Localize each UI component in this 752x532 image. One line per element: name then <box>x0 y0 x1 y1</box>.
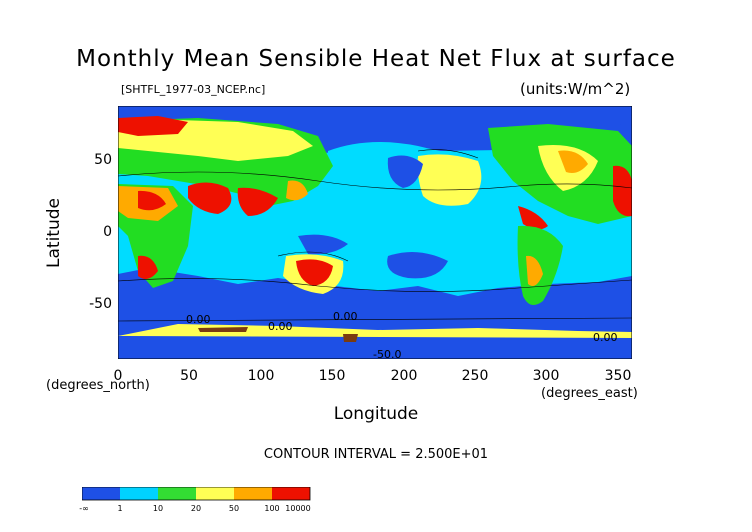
contour-label-1: 0.00 <box>186 313 211 326</box>
x-tick-350: 350 <box>604 368 632 384</box>
y-tick-minus50: -50 <box>89 296 112 312</box>
x-tick-100: 100 <box>247 368 275 384</box>
sub-pacific-patch <box>387 252 448 279</box>
southern-ocean <box>118 268 632 328</box>
colorbar-label-min: -∞ <box>79 504 89 513</box>
north-pacific-yellow <box>417 154 482 206</box>
colorbar-label-100: 100 <box>264 504 280 513</box>
colorbar-label-max: 10000 <box>285 504 311 513</box>
chart-title: Monthly Mean Sensible Heat Net Flux at s… <box>76 46 676 72</box>
contour-label-4: 0.00 <box>593 331 618 344</box>
dataset-filename: [SHTFL_1977-03_NCEP.nc] <box>121 83 266 96</box>
colorbar-label-20: 20 <box>190 504 202 513</box>
contour-label-5: -50.0 <box>373 348 401 359</box>
australia-red <box>296 259 333 286</box>
x-tick-200: 200 <box>390 368 418 384</box>
colorbar-swatch-3 <box>158 487 196 500</box>
north-america-orange <box>558 150 588 173</box>
antarctic-coast-brown <box>198 327 248 332</box>
colorbar-swatch-6 <box>272 487 310 500</box>
arabia-red <box>188 182 232 214</box>
y-axis-units: (degrees_north) <box>46 378 150 393</box>
south-africa-red <box>138 255 158 280</box>
indian-ocean-patch <box>298 234 348 255</box>
colorbar-swatch-1 <box>82 487 120 500</box>
south-america-green <box>517 225 563 305</box>
colorbar-label-1: 1 <box>117 504 123 513</box>
east-asia-orange <box>286 180 308 201</box>
x-tick-250: 250 <box>461 368 489 384</box>
contour-label-2: 0.00 <box>268 320 293 333</box>
india-red <box>237 187 278 216</box>
colorbar-frame <box>82 487 311 501</box>
antarctic-coast-brown-2 <box>343 334 358 342</box>
y-tick-0: 0 <box>103 224 112 240</box>
colorbar-swatch-5 <box>234 487 272 500</box>
colorbar-swatch-2 <box>120 487 158 500</box>
north-atlantic-red <box>613 165 632 217</box>
north-europe-red <box>118 116 188 136</box>
flux-map: 0.00 0.00 0.00 0.00 -50.0 <box>118 106 632 359</box>
colorbar-label-10: 10 <box>152 504 164 513</box>
x-tick-150: 150 <box>318 368 346 384</box>
mexico-red <box>518 206 548 230</box>
units-label: (units:W/m^2) <box>520 80 631 98</box>
x-axis-units: (degrees_east) <box>541 386 638 401</box>
colorbar-label-50: 50 <box>228 504 240 513</box>
colorbar <box>82 487 311 501</box>
x-axis-label: Longitude <box>333 404 419 424</box>
south-america-orange <box>526 255 543 287</box>
contour-label-3: 0.00 <box>333 310 358 323</box>
x-tick-0: 0 <box>113 368 123 384</box>
contour-interval-label: CONTOUR INTERVAL = 2.500E+01 <box>263 447 489 462</box>
x-tick-300: 300 <box>532 368 560 384</box>
sahara-red <box>138 190 166 211</box>
y-axis-label: Latitude <box>44 198 64 268</box>
contour-lines <box>118 149 632 322</box>
north-pacific-cold-patch <box>387 155 423 188</box>
y-tick-50: 50 <box>94 152 112 168</box>
colorbar-swatch-4 <box>196 487 234 500</box>
x-tick-50: 50 <box>180 368 198 384</box>
